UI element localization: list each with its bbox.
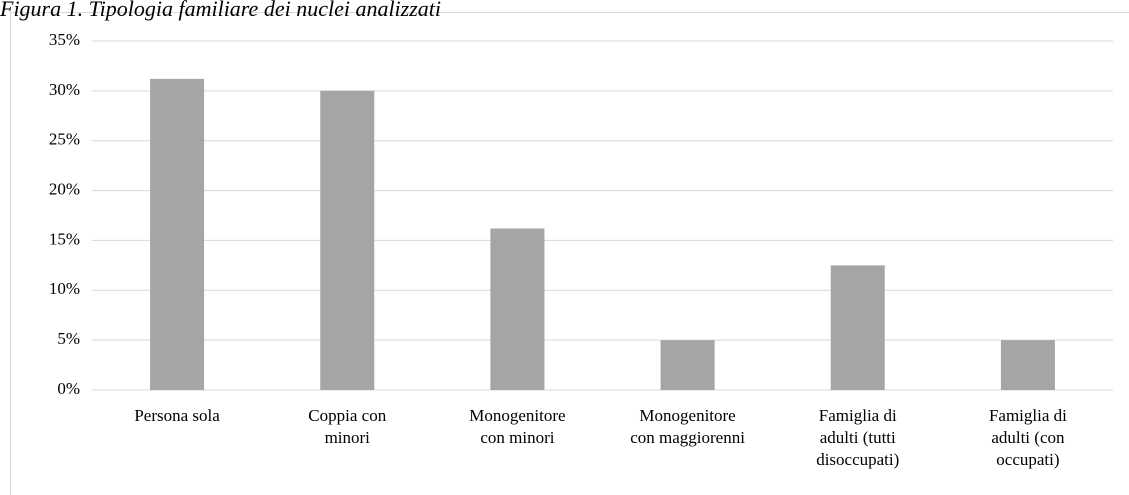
y-tick-label: 0% bbox=[57, 379, 80, 398]
y-tick-label: 35% bbox=[49, 30, 80, 49]
x-tick-label: Coppia con minori bbox=[308, 406, 387, 447]
bar bbox=[830, 265, 885, 390]
bar bbox=[320, 90, 375, 390]
x-tick-label: Monogenitore con maggiorenni bbox=[630, 406, 745, 447]
bar bbox=[660, 340, 715, 390]
bar bbox=[150, 78, 205, 391]
y-tick-label: 10% bbox=[49, 279, 80, 298]
chart-title: Figura 1. Tipologia familiare dei nuclei… bbox=[0, 0, 441, 21]
bar bbox=[490, 228, 545, 390]
y-tick-label: 30% bbox=[49, 80, 80, 99]
bar bbox=[1000, 340, 1055, 390]
y-tick-label: 5% bbox=[57, 329, 80, 348]
y-tick-label: 25% bbox=[49, 130, 80, 149]
y-tick-label: 15% bbox=[49, 229, 80, 248]
y-tick-label: 20% bbox=[49, 179, 80, 198]
x-tick-label: Famiglia di adulti (tutti disoccupati) bbox=[816, 406, 900, 469]
x-tick-label: Persona sola bbox=[134, 406, 220, 425]
x-tick-label: Monogenitore con minori bbox=[469, 406, 566, 447]
x-tick-label: Famiglia di adulti (con occupati) bbox=[988, 406, 1067, 469]
